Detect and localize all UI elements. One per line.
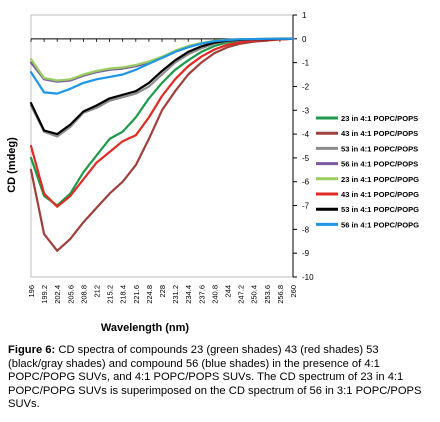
legend-label-1: 23 in 4:1 POPC/POPS <box>341 114 418 123</box>
x-tick-label: 215.2 <box>106 285 115 304</box>
x-tick-label: 199.2 <box>40 285 49 304</box>
y-tick-label: -7 <box>302 202 310 211</box>
y-tick-label: -8 <box>302 225 310 234</box>
x-tick-label: 240.8 <box>210 285 219 304</box>
y-tick-label: 0 <box>302 35 307 44</box>
x-tick-label: 244 <box>224 285 233 298</box>
y-tick-label: -9 <box>302 249 310 258</box>
caption-text: CD spectra of compounds 23 (green shades… <box>8 344 422 411</box>
x-tick-label: 212 <box>93 285 102 298</box>
x-axis: 196 199.2 202.4 205.6 208.8 212 215.2 218.4 221.… <box>27 38 298 304</box>
legend-label-7: 53 in 4:1 POPC/POPG <box>341 205 419 214</box>
legend-label-8: 56 in 4:1 POPC/POPG <box>341 220 419 229</box>
series-line-8 <box>29 37 295 95</box>
x-tick-label: 250.4 <box>250 285 259 304</box>
x-axis-label: Wavelength (nm) <box>101 322 190 334</box>
x-tick-label: 224.8 <box>145 285 154 304</box>
series-line-6 <box>29 37 295 208</box>
x-tick-label: 218.4 <box>119 285 128 304</box>
y-tick-label: -10 <box>302 273 314 282</box>
x-tick-label: 253.6 <box>263 285 272 304</box>
y-axis-label: CD (mdeg) <box>6 137 18 193</box>
y-tick-label: -5 <box>302 154 310 163</box>
y-tick-label: -6 <box>302 178 310 187</box>
y-tick-label: 1 <box>302 11 307 20</box>
y-axis: 1 0 -1 -2 -3 -4 -5 -6 -7 -8 -9 -10 <box>292 11 314 282</box>
series-line-1 <box>29 37 295 207</box>
y-tick-label: -3 <box>302 106 310 115</box>
caption-label: Figure 6: <box>8 344 56 356</box>
x-tick-label: 234.4 <box>184 285 193 304</box>
legend-label-3: 53 in 4:1 POPC/POPS <box>341 144 418 153</box>
x-tick-label: 237.6 <box>197 285 206 304</box>
y-tick-label: -2 <box>302 82 310 91</box>
cd-spectra-chart: 1 0 -1 -2 -3 -4 -5 -6 -7 -8 -9 -10 196 199.2 202.4 205… <box>6 11 419 334</box>
x-tick-label: 221.6 <box>132 285 141 304</box>
legend: 23 in 4:1 POPC/POPS 43 in 4:1 POPC/POPS 53… <box>316 114 419 229</box>
series-lines <box>29 37 295 252</box>
legend-label-2: 43 in 4:1 POPC/POPS <box>341 129 418 138</box>
legend-label-4: 56 in 4:1 POPC/POPS <box>341 160 418 169</box>
series-line-2 <box>29 37 295 252</box>
x-tick-label: 260 <box>289 285 298 298</box>
y-tick-label: -1 <box>302 59 310 68</box>
y-tick-label: -4 <box>302 130 310 139</box>
legend-label-5: 23 in 4:1 POPC/POPG <box>341 175 419 184</box>
x-tick-label: 247.2 <box>237 285 246 304</box>
x-tick-label: 228 <box>158 285 167 298</box>
x-tick-label: 196 <box>27 285 36 298</box>
x-tick-label: 205.6 <box>66 285 75 304</box>
x-tick-label: 208.8 <box>79 285 88 304</box>
x-tick-label: 202.4 <box>53 285 62 304</box>
series-line-7 <box>29 37 295 136</box>
x-tick-label: 256.8 <box>276 285 285 304</box>
figure-caption: Figure 6: CD spectra of compounds 23 (gr… <box>8 344 432 412</box>
x-tick-label: 231.2 <box>171 285 180 304</box>
legend-label-6: 43 in 4:1 POPC/POPG <box>341 190 419 199</box>
